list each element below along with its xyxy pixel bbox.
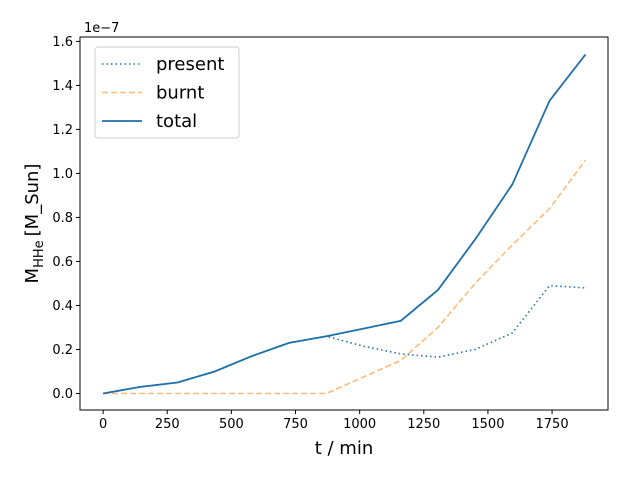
y-axis-label: MHHe [M_Sun] [22,164,47,284]
axes-frame [79,36,609,411]
y-tick-label: 0.0 [52,387,73,402]
y-tick-label: 0.2 [52,343,73,358]
x-tick-label: 250 [155,417,180,432]
series-line-burnt [103,159,587,395]
y-axis-label-subscript: HHe [32,240,47,268]
series-line-present [102,284,586,395]
x-tick-label: 0 [99,417,107,432]
plot-area [79,36,609,411]
x-tick-label: 500 [219,417,244,432]
legend-label-present: present [156,54,224,75]
y-tick-label: 1.6 [52,35,73,50]
y-tick-label: 0.6 [52,255,73,270]
series-line-total [102,54,587,395]
legend-label-burnt: burnt [156,83,204,104]
legend: present burnt total [94,46,240,139]
y-axis-label-unit: [M_Sun] [22,164,43,237]
y-axis-label-main: M [22,268,43,284]
y-tick-label: 1.4 [52,79,73,94]
y-axis-ticks: 0.0 0.2 0.4 0.6 0.8 1.0 1.2 1.4 1.6 [52,35,80,402]
x-tick-label: 750 [283,417,308,432]
series-layer [102,54,587,395]
y-tick-label: 0.8 [52,211,73,226]
y-axis-offset-label: 1e−7 [84,21,119,36]
x-axis-label: t / min [315,438,374,459]
y-tick-label: 1.0 [52,167,73,182]
x-axis-ticks: 0 250 500 750 1000 1250 1500 1750 [99,410,569,432]
legend-label-total: total [156,111,197,132]
x-tick-label: 1000 [343,417,376,432]
x-tick-label: 1750 [536,417,569,432]
y-tick-label: 0.4 [52,299,73,314]
x-tick-label: 1500 [471,417,504,432]
y-tick-label: 1.2 [52,123,73,138]
legend-box [94,46,240,139]
x-tick-label: 1250 [407,417,440,432]
